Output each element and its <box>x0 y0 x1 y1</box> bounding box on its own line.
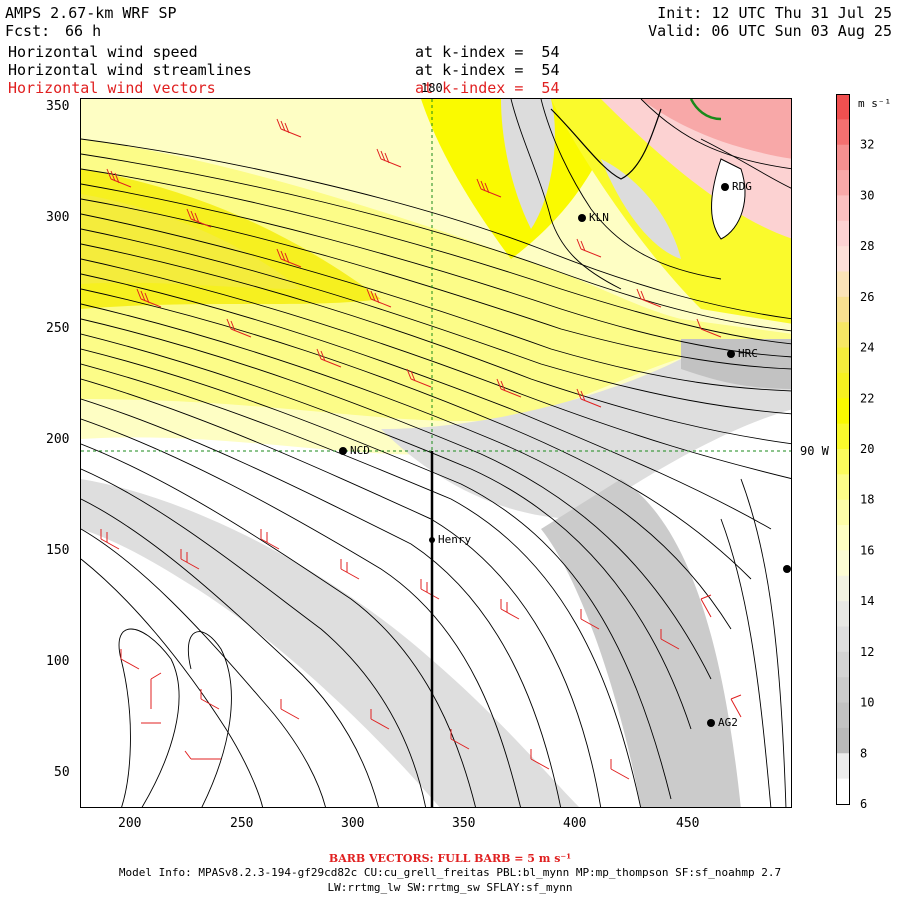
colorbar-swatch-19 <box>836 449 850 475</box>
model-title: AMPS 2.67-km WRF SP <box>5 4 177 22</box>
station-marker-edge[interactable] <box>783 565 791 573</box>
colorbar: 32 30 28 26 24 22 20 18 16 14 12 10 8 6 m s⁻¹ <box>836 94 900 810</box>
colorbar-tick-28: 28 <box>860 239 874 253</box>
x-tick-350: 350 <box>452 816 476 831</box>
colorbar-swatch-31 <box>836 144 850 171</box>
colorbar-swatch-20 <box>836 423 850 450</box>
barb-note: BARB VECTORS: FULL BARB = 5 m s⁻¹ <box>328 852 572 865</box>
model-info-line-1: Model Info: MPASv8.2.3-194-gf29cd82c CU:… <box>118 866 782 879</box>
colorbar-swatch-8 <box>836 727 850 754</box>
colorbar-swatch-17 <box>836 499 850 526</box>
station-label-hrc: HRC <box>738 347 758 360</box>
forecast-hour: 66 h <box>65 22 102 40</box>
colorbar-tick-26: 26 <box>860 290 874 304</box>
colorbar-swatch-28 <box>836 220 850 247</box>
station-label-ag2: AG2 <box>718 716 738 729</box>
colorbar-tick-10: 10 <box>860 696 874 710</box>
colorbar-swatch-6 <box>836 778 850 805</box>
colorbar-swatch-16 <box>836 525 850 551</box>
station-label-ncd: NCD <box>350 444 370 457</box>
colorbar-swatch-23 <box>836 347 850 374</box>
y-tick-50: 50 <box>54 765 70 780</box>
colorbar-swatch-11 <box>836 651 850 678</box>
x-tick-200: 200 <box>118 816 142 831</box>
colorbar-swatch-12 <box>836 626 850 653</box>
colorbar-swatch-18 <box>836 474 850 501</box>
y-tick-250: 250 <box>46 321 70 336</box>
x-tick-450: 450 <box>676 816 700 831</box>
x-tick-400: 400 <box>563 816 587 831</box>
colorbar-swatch-22 <box>836 372 850 399</box>
station-marker-kln[interactable] <box>578 214 586 222</box>
meridian-label: 180 <box>421 81 443 95</box>
init-time: Init: 12 UTC Thu 31 Jul 25 <box>657 4 892 22</box>
map-plot-area[interactable]: KLN RDG HRC NCD Henry AG2 <box>80 98 792 808</box>
station-marker-henry[interactable] <box>429 537 435 543</box>
colorbar-swatch-10 <box>836 677 850 704</box>
y-tick-300: 300 <box>46 210 70 225</box>
colorbar-tick-24: 24 <box>860 341 874 355</box>
map-canvas <box>81 99 791 807</box>
colorbar-swatch-13 <box>836 601 850 627</box>
field-label-speed: Horizontal wind speed <box>8 43 198 61</box>
colorbar-tick-32: 32 <box>860 138 874 152</box>
y-tick-350: 350 <box>46 99 70 114</box>
station-label-henry: Henry <box>438 533 472 546</box>
colorbar-swatch-14 <box>836 575 850 602</box>
colorbar-swatch-27 <box>836 246 850 272</box>
colorbar-tick-18: 18 <box>860 493 874 507</box>
colorbar-border <box>836 94 850 805</box>
x-tick-300: 300 <box>341 816 365 831</box>
colorbar-swatch-25 <box>836 296 850 323</box>
colorbar-tick-20: 20 <box>860 442 874 456</box>
colorbar-swatch-30 <box>836 170 850 196</box>
colorbar-tick-22: 22 <box>860 391 874 405</box>
station-label-rdg: RDG <box>732 180 752 193</box>
station-marker-ncd[interactable] <box>339 447 347 455</box>
field-level-vectors: at k-index = 54 <box>415 79 560 97</box>
colorbar-swatch-26 <box>836 271 850 298</box>
station-label-kln: KLN <box>589 211 609 224</box>
colorbar-tick-30: 30 <box>860 188 874 202</box>
field-label-streamlines: Horizontal wind streamlines <box>8 61 252 79</box>
parallel-label: 90 W <box>800 444 829 458</box>
forecast-label: Fcst: <box>5 22 51 40</box>
colorbar-tick-14: 14 <box>860 594 874 608</box>
model-info-line-2: LW:rrtmg_lw SW:rrtmg_sw SFLAY:sf_mynn <box>327 881 573 894</box>
station-marker-rdg[interactable] <box>721 183 729 191</box>
field-label-vectors: Horizontal wind vectors <box>8 79 216 97</box>
colorbar-tick-8: 8 <box>860 746 867 760</box>
valid-time: Valid: 06 UTC Sun 03 Aug 25 <box>648 22 892 40</box>
y-tick-150: 150 <box>46 543 70 558</box>
y-tick-100: 100 <box>46 654 70 669</box>
x-tick-250: 250 <box>230 816 254 831</box>
colorbar-tick-6: 6 <box>860 797 867 810</box>
colorbar-tick-12: 12 <box>860 645 874 659</box>
colorbar-swatches: 32 30 28 26 24 22 20 18 16 14 12 10 8 6 <box>836 94 874 810</box>
colorbar-swatch-15 <box>836 550 850 577</box>
colorbar-swatch-29 <box>836 195 850 222</box>
field-level-speed: at k-index = 54 <box>415 43 560 61</box>
colorbar-units: m s⁻¹ <box>858 97 892 110</box>
colorbar-swatch-9 <box>836 702 850 729</box>
y-tick-200: 200 <box>46 432 70 447</box>
station-marker-hrc[interactable] <box>727 350 735 358</box>
colorbar-swatch-7 <box>836 753 850 780</box>
field-level-streamlines: at k-index = 54 <box>415 61 560 79</box>
colorbar-swatch-33 <box>836 94 850 120</box>
colorbar-swatch-24 <box>836 322 850 349</box>
station-marker-ag2[interactable] <box>707 719 715 727</box>
colorbar-tick-16: 16 <box>860 543 874 557</box>
colorbar-swatch-32 <box>836 119 850 146</box>
colorbar-swatch-21 <box>836 398 850 425</box>
